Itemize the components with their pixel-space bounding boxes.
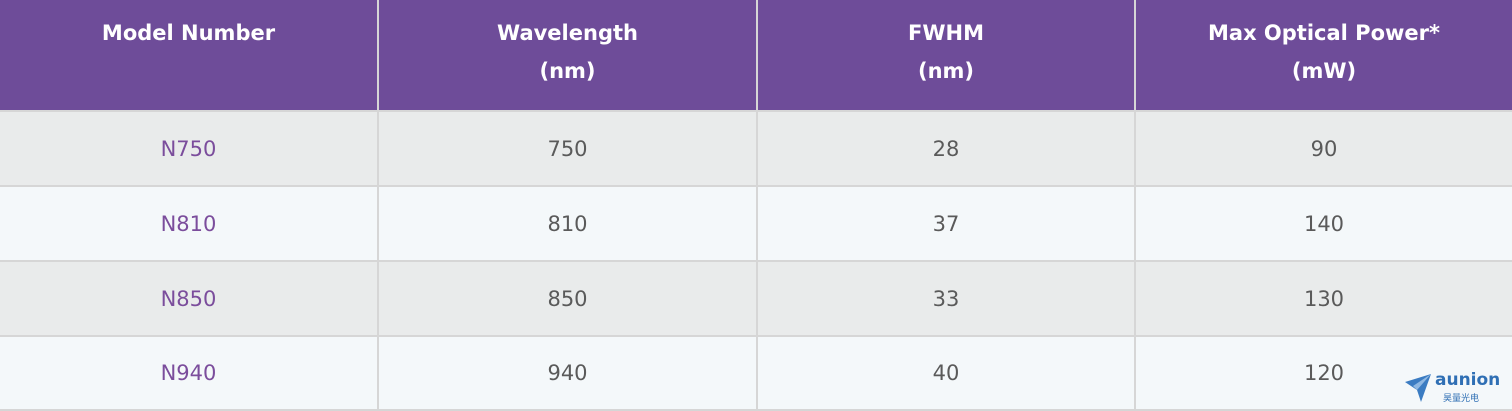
cell-value: 130 xyxy=(1303,286,1345,311)
cell-value: 28 xyxy=(932,136,960,161)
header-cell: Model Number xyxy=(0,0,377,110)
header-cell: Max Optical Power* (mW) xyxy=(1136,0,1512,110)
model-number: N750 xyxy=(160,136,217,161)
header-cell: FWHM (nm) xyxy=(758,0,1134,110)
cell-value: 40 xyxy=(932,361,960,385)
table-cell: 140 xyxy=(1136,187,1512,260)
cell-value: 810 xyxy=(547,211,588,236)
header-text: Max Optical Power* xyxy=(1208,21,1440,45)
cell-value: 120 xyxy=(1303,361,1345,385)
header-cell: Wavelength (nm) xyxy=(379,0,756,110)
header-text: (nm) xyxy=(917,59,975,83)
cell-value: 850 xyxy=(547,286,588,311)
table-cell: 28 xyxy=(758,112,1134,185)
table-cell: 750 xyxy=(379,112,756,185)
watermark: aunion 昊量光电 xyxy=(1403,370,1503,404)
watermark-subtitle: 昊量光电 xyxy=(1443,394,1480,404)
table-cell: N940 xyxy=(0,337,377,409)
table-cell: 33 xyxy=(758,262,1134,335)
watermark-brand: aunion xyxy=(1435,370,1501,390)
table-cell: 940 xyxy=(379,337,756,409)
table-cell: 40 xyxy=(758,337,1134,409)
header-text: FWHM xyxy=(908,21,984,45)
cell-value: 37 xyxy=(932,211,960,236)
cell-value: 33 xyxy=(932,286,960,311)
watermark-logo xyxy=(1405,374,1431,402)
table-cell: 130 xyxy=(1136,262,1512,335)
table-cell: N810 xyxy=(0,187,377,260)
model-number: N850 xyxy=(160,286,217,311)
table-cell: N750 xyxy=(0,112,377,185)
header-text: (mW) xyxy=(1291,59,1357,83)
cell-value: 140 xyxy=(1303,211,1345,236)
header-text: Wavelength xyxy=(497,21,638,45)
header-text: Model Number xyxy=(101,21,276,45)
header-text: (nm) xyxy=(539,59,596,83)
cell-value: 90 xyxy=(1310,136,1338,161)
table-cell: N850 xyxy=(0,262,377,335)
model-number: N810 xyxy=(160,211,217,236)
model-number: N940 xyxy=(160,361,217,385)
table-cell: 120 xyxy=(1136,337,1512,409)
cell-value: 940 xyxy=(547,361,588,385)
table-cell: 37 xyxy=(758,187,1134,260)
table-cell: 810 xyxy=(379,187,756,260)
table-cell: 90 xyxy=(1136,112,1512,185)
cell-value: 750 xyxy=(547,136,588,161)
table-cell: 850 xyxy=(379,262,756,335)
